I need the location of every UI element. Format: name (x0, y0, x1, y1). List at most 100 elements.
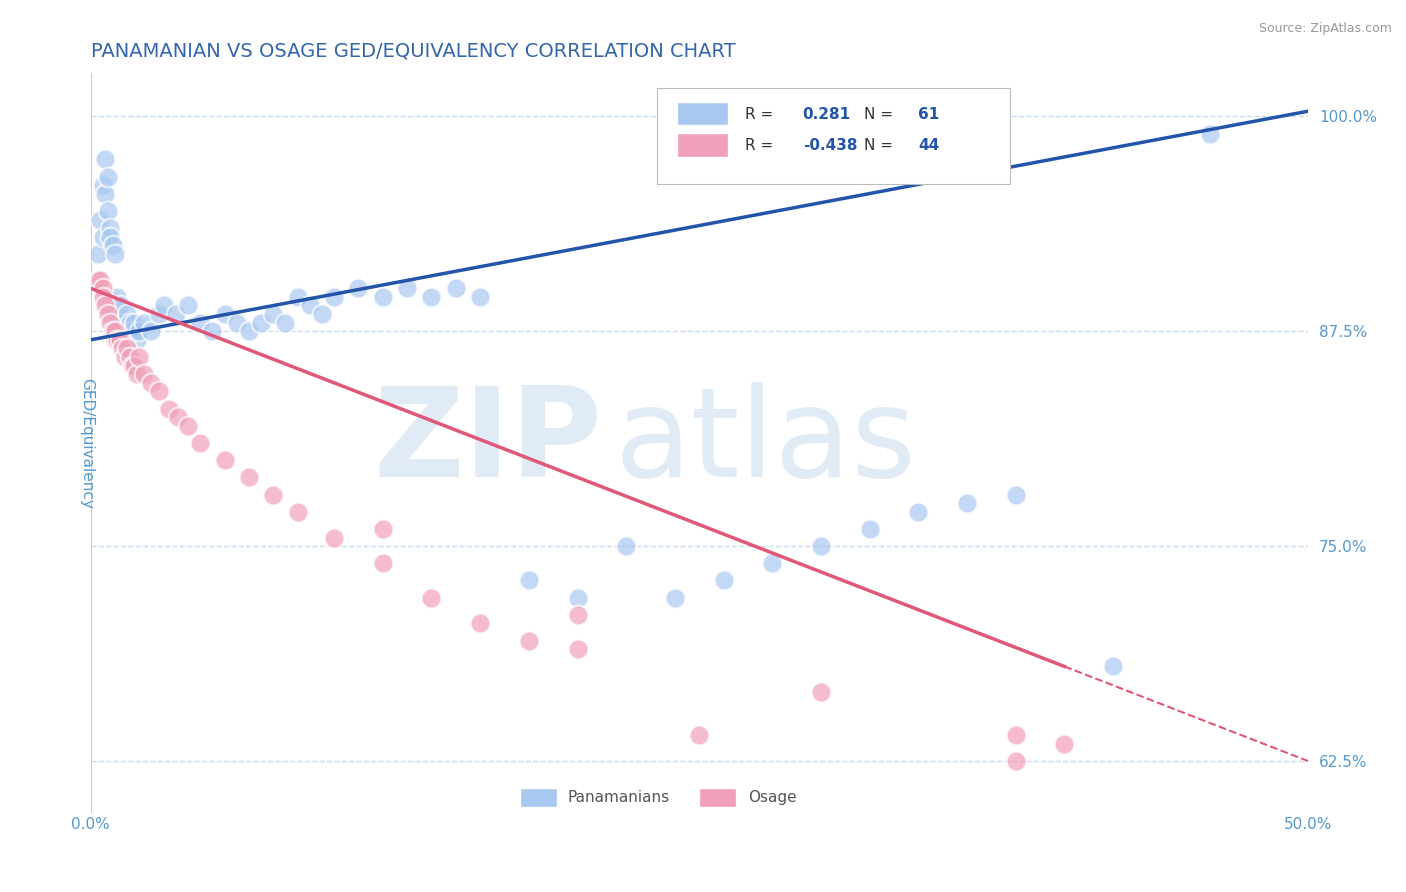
Point (468, 290, 491, 304)
Point (104, 324, 127, 338)
FancyBboxPatch shape (678, 133, 728, 157)
Point (298, 298, 321, 312)
Point (97, 169, 120, 184)
Text: -0.438: -0.438 (803, 138, 858, 153)
Point (1199, 127, 1222, 141)
Point (810, 685, 832, 699)
Point (614, 539, 637, 553)
Point (104, 333, 127, 347)
Point (128, 350, 150, 364)
Text: R =: R = (745, 106, 773, 121)
Point (124, 316, 146, 330)
Text: atlas: atlas (614, 383, 917, 503)
Text: Panamanians: Panamanians (568, 789, 669, 805)
Point (165, 307, 187, 321)
Point (371, 557, 394, 571)
Point (148, 384, 170, 399)
Text: N =: N = (863, 138, 893, 153)
Text: 0.281: 0.281 (803, 106, 851, 121)
Point (91, 290, 114, 304)
Point (91, 281, 114, 295)
Point (104, 247, 127, 261)
Point (713, 574, 735, 588)
Point (111, 342, 134, 356)
Point (125, 368, 148, 382)
Point (177, 418, 200, 433)
Text: 44: 44 (918, 138, 939, 153)
Point (101, 324, 124, 338)
Point (664, 591, 686, 605)
FancyBboxPatch shape (657, 88, 1010, 185)
Text: R =: R = (745, 138, 773, 153)
Point (188, 316, 211, 330)
Point (94, 298, 117, 312)
Point (114, 350, 136, 364)
Point (262, 487, 284, 501)
Text: Osage: Osage (748, 789, 797, 805)
Point (517, 574, 540, 588)
Point (141, 324, 163, 338)
Point (87, 273, 110, 287)
Point (761, 557, 783, 571)
Y-axis label: GED/Equivalency: GED/Equivalency (80, 377, 94, 508)
Point (157, 401, 180, 416)
Point (225, 316, 247, 330)
Point (94, 153, 117, 167)
Point (167, 410, 190, 425)
Point (214, 453, 236, 467)
Text: ZIP: ZIP (373, 383, 602, 503)
Point (87, 247, 110, 261)
Point (907, 505, 929, 519)
Point (311, 307, 333, 321)
Point (94, 186, 117, 201)
Point (97, 203, 120, 218)
Point (118, 350, 141, 364)
Point (101, 238, 124, 252)
Point (89, 212, 111, 227)
Point (396, 281, 419, 295)
Point (444, 281, 467, 295)
FancyBboxPatch shape (699, 789, 735, 806)
Point (371, 522, 394, 536)
Point (956, 496, 979, 510)
Point (1102, 659, 1125, 673)
Point (115, 342, 138, 356)
Point (468, 616, 491, 631)
Point (567, 607, 589, 622)
Point (688, 728, 710, 742)
Point (91, 229, 114, 244)
Point (420, 290, 443, 304)
Point (287, 290, 309, 304)
Point (177, 298, 200, 312)
Point (115, 307, 138, 321)
Point (124, 359, 146, 373)
Point (287, 505, 309, 519)
Point (125, 333, 148, 347)
Point (214, 307, 236, 321)
Point (250, 316, 273, 330)
FancyBboxPatch shape (520, 789, 557, 806)
Point (567, 642, 589, 657)
Point (188, 436, 211, 450)
Point (517, 633, 540, 648)
Point (98, 229, 121, 244)
Point (104, 316, 127, 330)
Text: N =: N = (863, 106, 893, 121)
Text: Source: ZipAtlas.com: Source: ZipAtlas.com (1258, 22, 1392, 36)
Point (91, 178, 114, 193)
Point (108, 298, 131, 312)
Point (262, 307, 284, 321)
Point (105, 290, 128, 304)
Point (134, 316, 156, 330)
Point (238, 470, 260, 484)
Text: 61: 61 (918, 106, 939, 121)
Point (1053, 737, 1076, 751)
Point (148, 307, 170, 321)
Point (1004, 487, 1026, 501)
Point (98, 221, 121, 235)
Point (105, 333, 128, 347)
Point (371, 290, 394, 304)
FancyBboxPatch shape (678, 102, 728, 125)
Point (118, 316, 141, 330)
Point (323, 290, 346, 304)
